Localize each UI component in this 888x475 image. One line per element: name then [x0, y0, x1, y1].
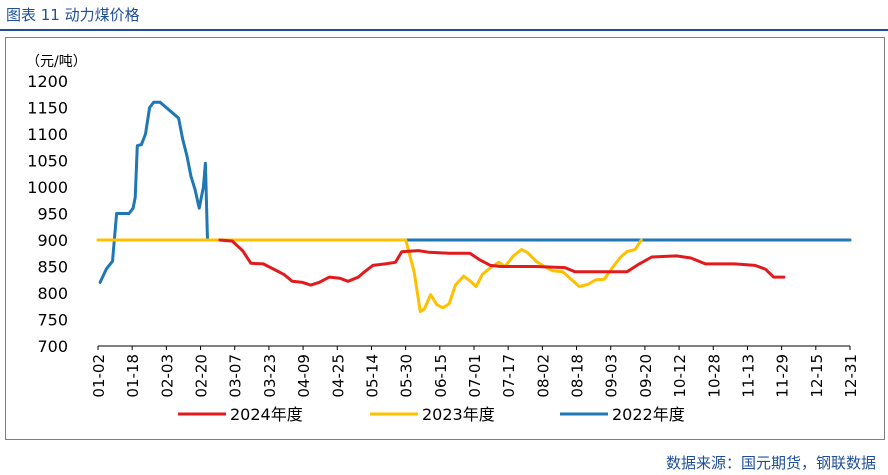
legend-label: 2024年度 — [230, 405, 303, 424]
x-tick-label: 09-03 — [603, 354, 621, 398]
x-tick-label: 12-31 — [842, 354, 860, 398]
x-tick-label: 10-28 — [705, 354, 723, 398]
y-tick-label: 750 — [37, 311, 68, 330]
figure-title: 图表 11 动力煤价格 — [6, 6, 140, 24]
x-tick-label: 09-20 — [637, 354, 655, 398]
y-tick-label: 1050 — [27, 152, 68, 171]
x-tick-label: 08-18 — [569, 354, 587, 398]
y-tick-label: 1000 — [27, 178, 68, 197]
plot-area — [96, 100, 852, 314]
y-tick-label: 800 — [37, 284, 68, 303]
x-tick-label: 10-12 — [671, 354, 689, 398]
x-tick-label: 02-03 — [158, 354, 176, 398]
x-tick-label: 07-01 — [466, 354, 484, 398]
y-tick-label: 700 — [37, 337, 68, 356]
y-axis-unit-label: （元/吨） — [26, 54, 87, 70]
legend-label: 2022年度 — [612, 405, 685, 424]
x-tick-label: 12-15 — [808, 354, 826, 398]
x-tick-label: 01-18 — [124, 354, 142, 398]
data-source: 数据来源：国元期货，钢联数据 — [665, 454, 876, 472]
x-tick-label: 03-07 — [227, 354, 245, 398]
y-tick-label: 950 — [37, 205, 68, 224]
series-line-2024年度 — [218, 238, 786, 287]
legend: 2024年度 2023年度 2022年度 — [178, 405, 685, 424]
title-underline — [0, 29, 888, 31]
y-tick-label: 1200 — [27, 72, 68, 91]
y-tick-label: 850 — [37, 258, 68, 277]
y-tick-label: 900 — [37, 231, 68, 250]
x-tick-label: 07-17 — [500, 354, 518, 398]
series-line-2023年度 — [96, 238, 643, 314]
x-tick-label: 05-14 — [363, 354, 381, 398]
y-axis: 700 750 800 850 900 950 1000 1050 1100 1150 1200 — [27, 72, 68, 356]
x-axis: 01-02 01-18 02-03 02-20 03-07 03-23 04-09 04-25… — [90, 345, 860, 398]
series-line-2022年度 — [98, 100, 852, 284]
chart-frame — [5, 37, 885, 440]
x-tick-label: 11-13 — [739, 354, 757, 398]
x-tick-label: 11-29 — [774, 354, 792, 398]
y-tick-label: 1100 — [27, 125, 68, 144]
x-tick-label: 02-20 — [193, 354, 211, 398]
x-tick-label: 03-23 — [261, 354, 279, 398]
x-tick-label: 04-25 — [329, 354, 347, 398]
x-tick-label: 05-30 — [398, 354, 416, 398]
y-tick-label: 1150 — [27, 99, 68, 118]
x-tick-label: 04-09 — [295, 354, 313, 398]
x-tick-label: 06-15 — [432, 354, 450, 398]
legend-label: 2023年度 — [422, 405, 495, 424]
x-tick-label: 01-02 — [90, 354, 108, 398]
x-tick-label: 08-02 — [534, 354, 552, 398]
